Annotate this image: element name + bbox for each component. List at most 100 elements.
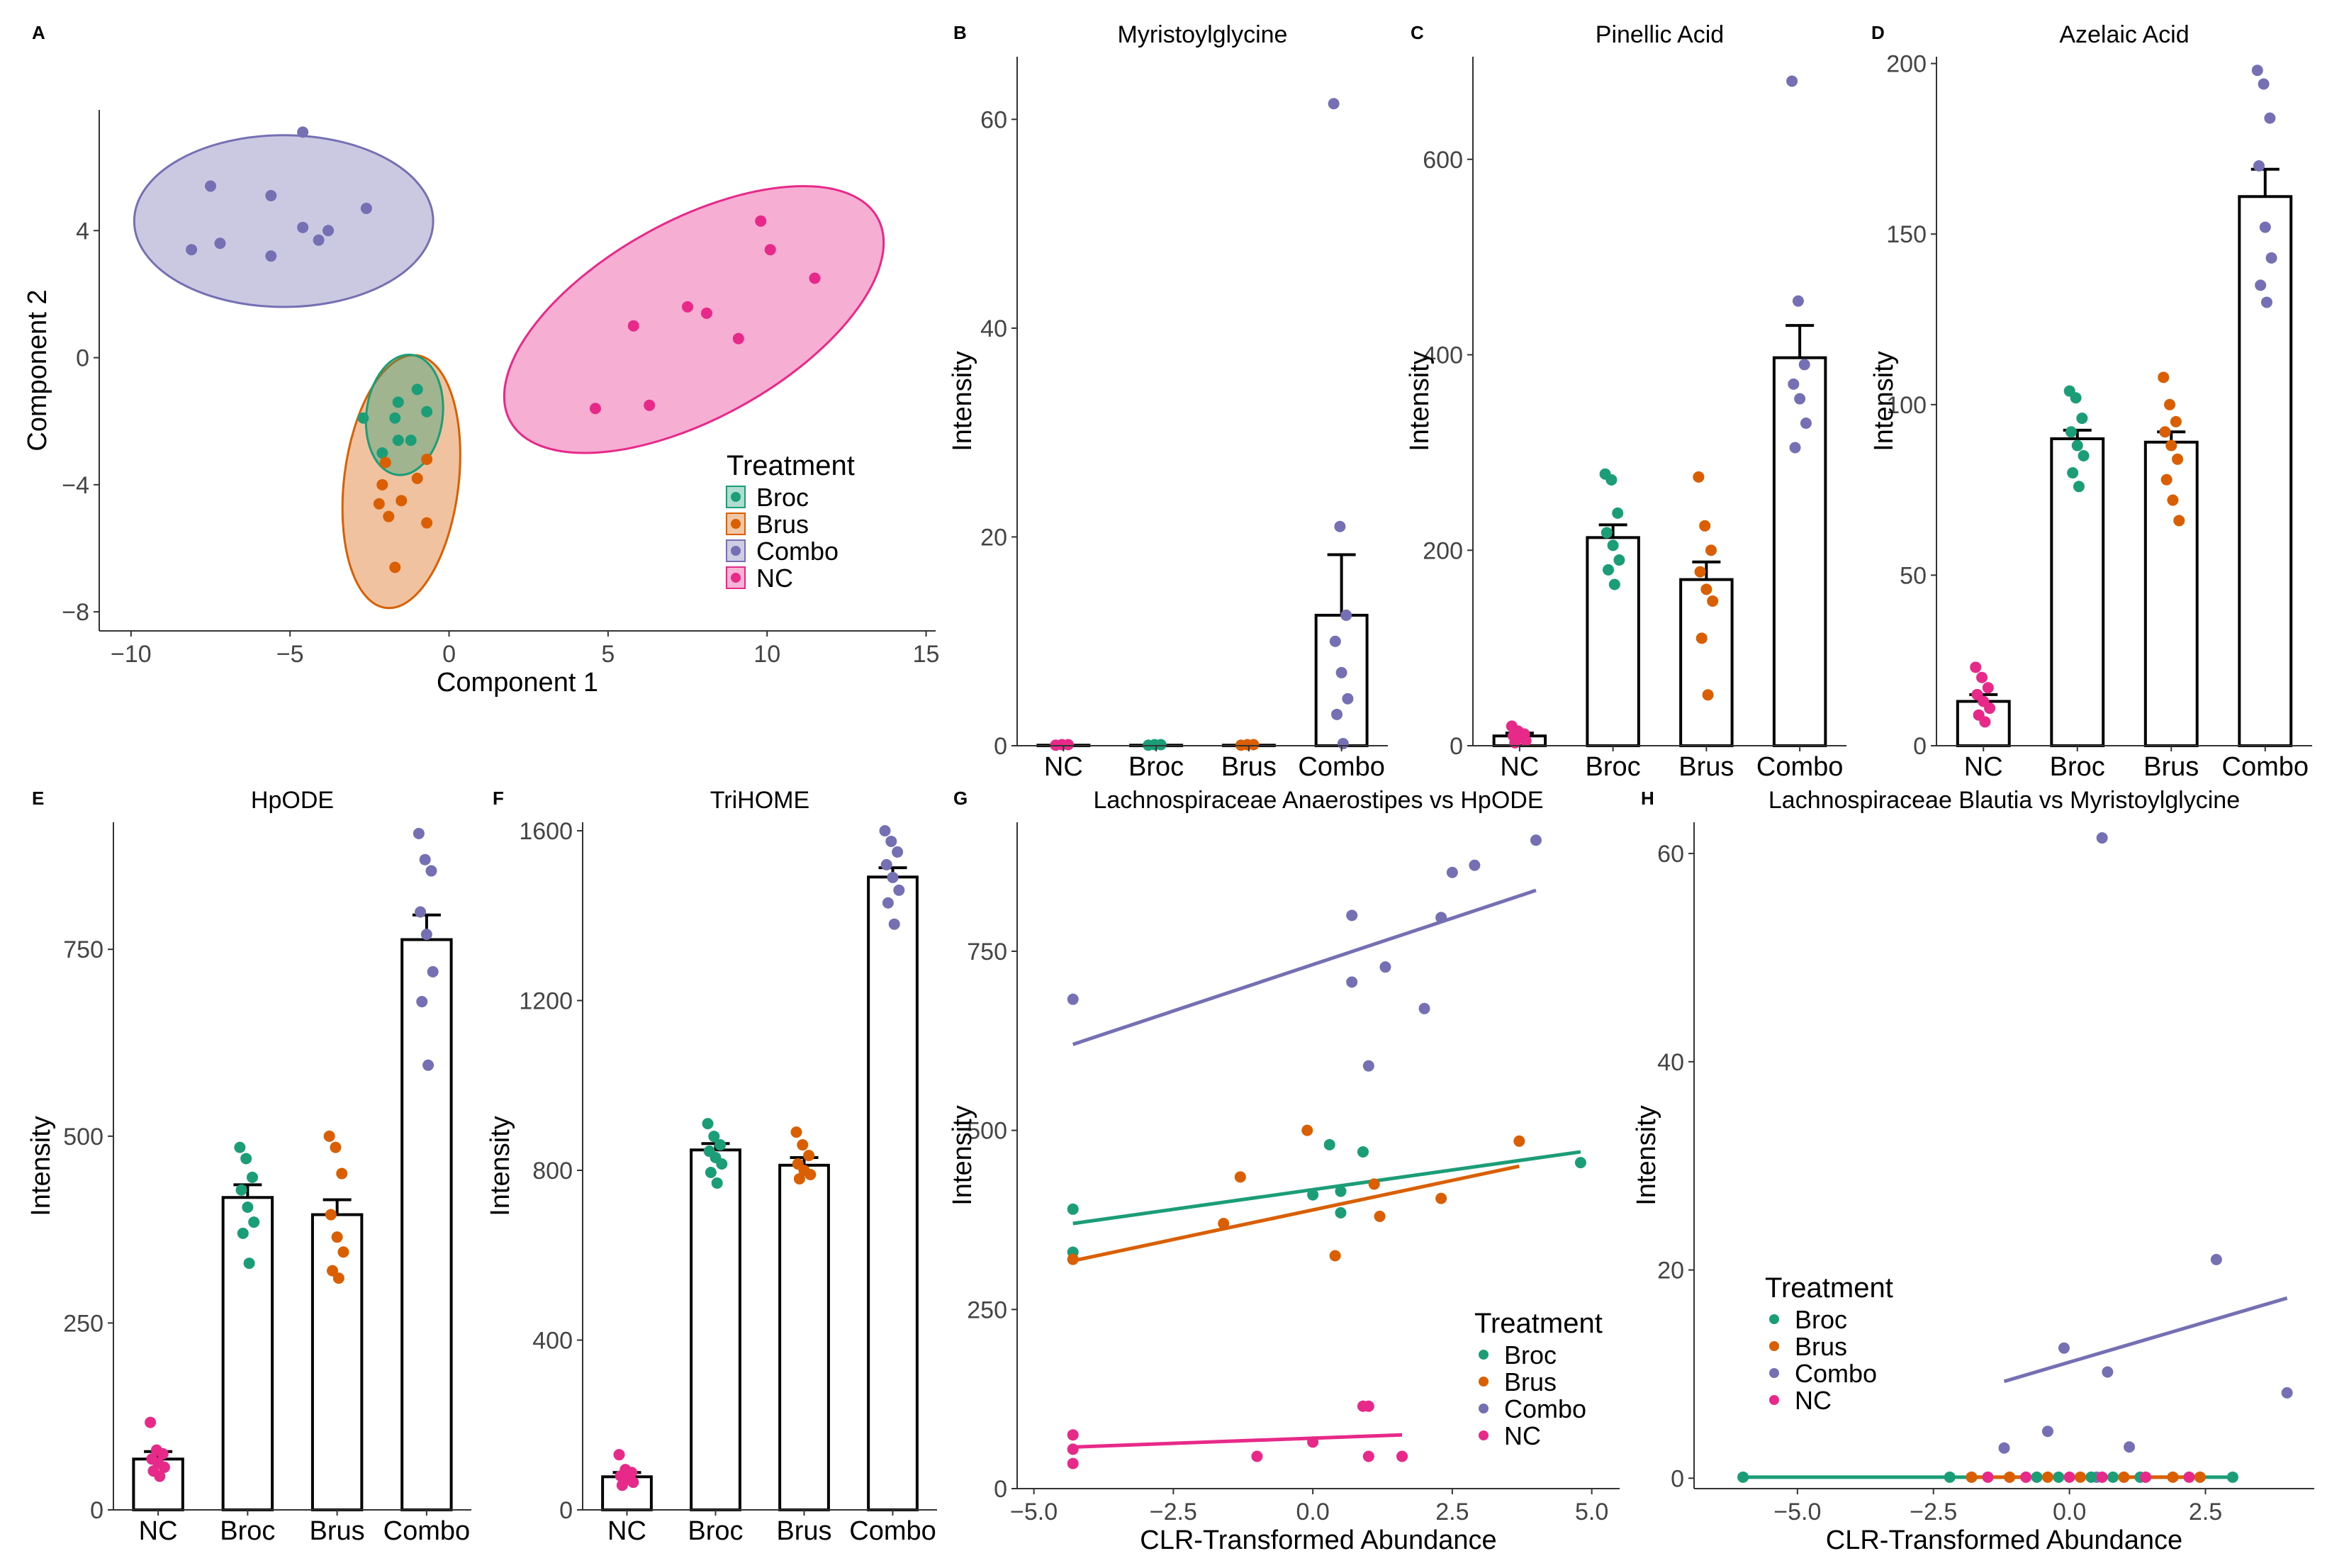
- panel-a: −10 −5 0 5 10 15 −8 −4 0 4 A Component 2 Component 1…: [23, 22, 939, 698]
- panel-title: Lachnospiraceae Blautia vs Myristoylglyc…: [1768, 787, 2240, 814]
- data-point-combo: [2041, 1426, 2053, 1438]
- data-point-broc: [1335, 1185, 1347, 1197]
- data-point-combo: [1446, 866, 1458, 878]
- data-point-combo: [422, 1059, 435, 1071]
- panel-label: A: [32, 22, 45, 43]
- x-tick-label: NC: [1500, 752, 1539, 782]
- x-tick-label: Combo: [849, 1516, 936, 1546]
- data-point-broc: [705, 1166, 717, 1178]
- data-point-brus: [383, 510, 395, 522]
- data-point-brus: [2074, 1471, 2086, 1483]
- data-point-combo: [323, 225, 335, 237]
- data-point-nc: [764, 244, 776, 256]
- panel-title: Myristoylglycine: [1118, 21, 1288, 48]
- data-point-combo: [2096, 832, 2108, 844]
- data-point-broc: [405, 435, 417, 447]
- legend-item-label: Brus: [1795, 1332, 1847, 1361]
- data-point-nc: [700, 307, 712, 319]
- data-point-broc: [392, 396, 404, 408]
- y-tick-label: 20: [980, 524, 1007, 551]
- data-point-broc: [2073, 481, 2085, 493]
- data-point-nc: [1251, 1450, 1263, 1462]
- data-point-combo: [882, 897, 894, 909]
- data-point-combo: [2124, 1441, 2136, 1453]
- data-point-brus: [421, 517, 433, 529]
- y-tick-label: 200: [1423, 537, 1463, 564]
- x-tick-label: NC: [1964, 752, 2003, 782]
- y-tick-label: 800: [532, 1158, 573, 1185]
- data-point-broc: [2076, 413, 2088, 425]
- data-point-brus: [2194, 1471, 2206, 1483]
- data-point-combo: [1346, 909, 1358, 922]
- bar-combo: [867, 875, 919, 1511]
- data-point-nc: [809, 272, 821, 284]
- y-tick-label: 750: [63, 936, 103, 963]
- data-point-nc: [1067, 1457, 1079, 1469]
- data-point-combo: [313, 234, 325, 246]
- data-point-combo: [205, 180, 217, 192]
- data-point-nc: [1984, 702, 1996, 715]
- data-point-brus: [337, 1246, 349, 1258]
- x-tick-label: Brus: [776, 1516, 831, 1546]
- data-point-nc: [158, 1461, 170, 1473]
- data-point-combo: [2210, 1253, 2222, 1265]
- legend-key-dot: [731, 492, 741, 502]
- panel-f: NC Broc Brus Combo 0 400 800 1200 1600 F TriHOME In…: [486, 787, 937, 1546]
- x-tick-label: Broc: [688, 1516, 743, 1546]
- x-tick-label: −5.0: [1773, 1499, 1821, 1525]
- data-point-combo: [1530, 834, 1542, 846]
- data-point-brus: [421, 453, 433, 465]
- data-point-broc: [1605, 474, 1618, 486]
- data-point-nc: [1979, 716, 1991, 728]
- y-axis-label: Intensity: [486, 1116, 515, 1216]
- data-point-combo: [2251, 65, 2263, 77]
- y-tick-label: 1600: [519, 818, 573, 845]
- data-point-brus: [2158, 371, 2170, 383]
- x-axis-label: CLR-Transformed Abundance: [1826, 1525, 2182, 1555]
- legend-title: Treatment: [1765, 1272, 1893, 1304]
- data-point-broc: [2078, 449, 2090, 461]
- data-point-combo: [413, 827, 425, 839]
- data-point-combo: [425, 865, 437, 877]
- data-point-brus: [1248, 739, 1260, 751]
- data-point-brus: [331, 1231, 343, 1243]
- x-tick-label: Broc: [1128, 752, 1184, 782]
- data-point-combo: [1331, 708, 1343, 720]
- y-tick-label: −4: [62, 472, 89, 499]
- data-point-nc: [644, 399, 656, 411]
- data-point-brus: [389, 561, 401, 573]
- data-point-brus: [1234, 1171, 1246, 1183]
- fit-line-combo: [2003, 1296, 2288, 1384]
- y-tick-label: 1200: [519, 987, 573, 1014]
- legend-item-label: Broc: [756, 483, 809, 512]
- data-point-combo: [416, 996, 428, 1008]
- x-tick-label: NC: [139, 1516, 178, 1546]
- data-point-brus: [2167, 494, 2179, 506]
- data-point-nc: [589, 403, 601, 415]
- legend-key-dot: [1479, 1430, 1489, 1440]
- data-point-brus: [1067, 1253, 1079, 1265]
- x-tick-label: −2.5: [1910, 1499, 1957, 1525]
- data-point-combo: [1346, 976, 1358, 988]
- y-axis-label: Intensity: [26, 1116, 56, 1216]
- data-point-broc: [1155, 739, 1167, 751]
- bar-combo: [400, 938, 453, 1511]
- data-point-broc: [714, 1139, 727, 1151]
- x-tick-label: 2.5: [1435, 1499, 1469, 1525]
- data-point-combo: [360, 202, 372, 214]
- data-point-broc: [716, 1158, 728, 1170]
- panel-label: B: [953, 22, 967, 43]
- panel-label: F: [493, 788, 504, 809]
- legend-key-dot: [1479, 1404, 1489, 1413]
- data-point-nc: [2063, 1471, 2075, 1483]
- y-tick-label: 750: [967, 939, 1007, 965]
- ellipse-nc: [503, 185, 885, 454]
- data-point-combo: [880, 858, 892, 870]
- data-point-nc: [1976, 671, 1988, 683]
- panel-label: C: [1411, 22, 1424, 43]
- data-point-combo: [2265, 252, 2277, 264]
- data-point-brus: [797, 1139, 809, 1151]
- data-point-broc: [248, 1216, 260, 1228]
